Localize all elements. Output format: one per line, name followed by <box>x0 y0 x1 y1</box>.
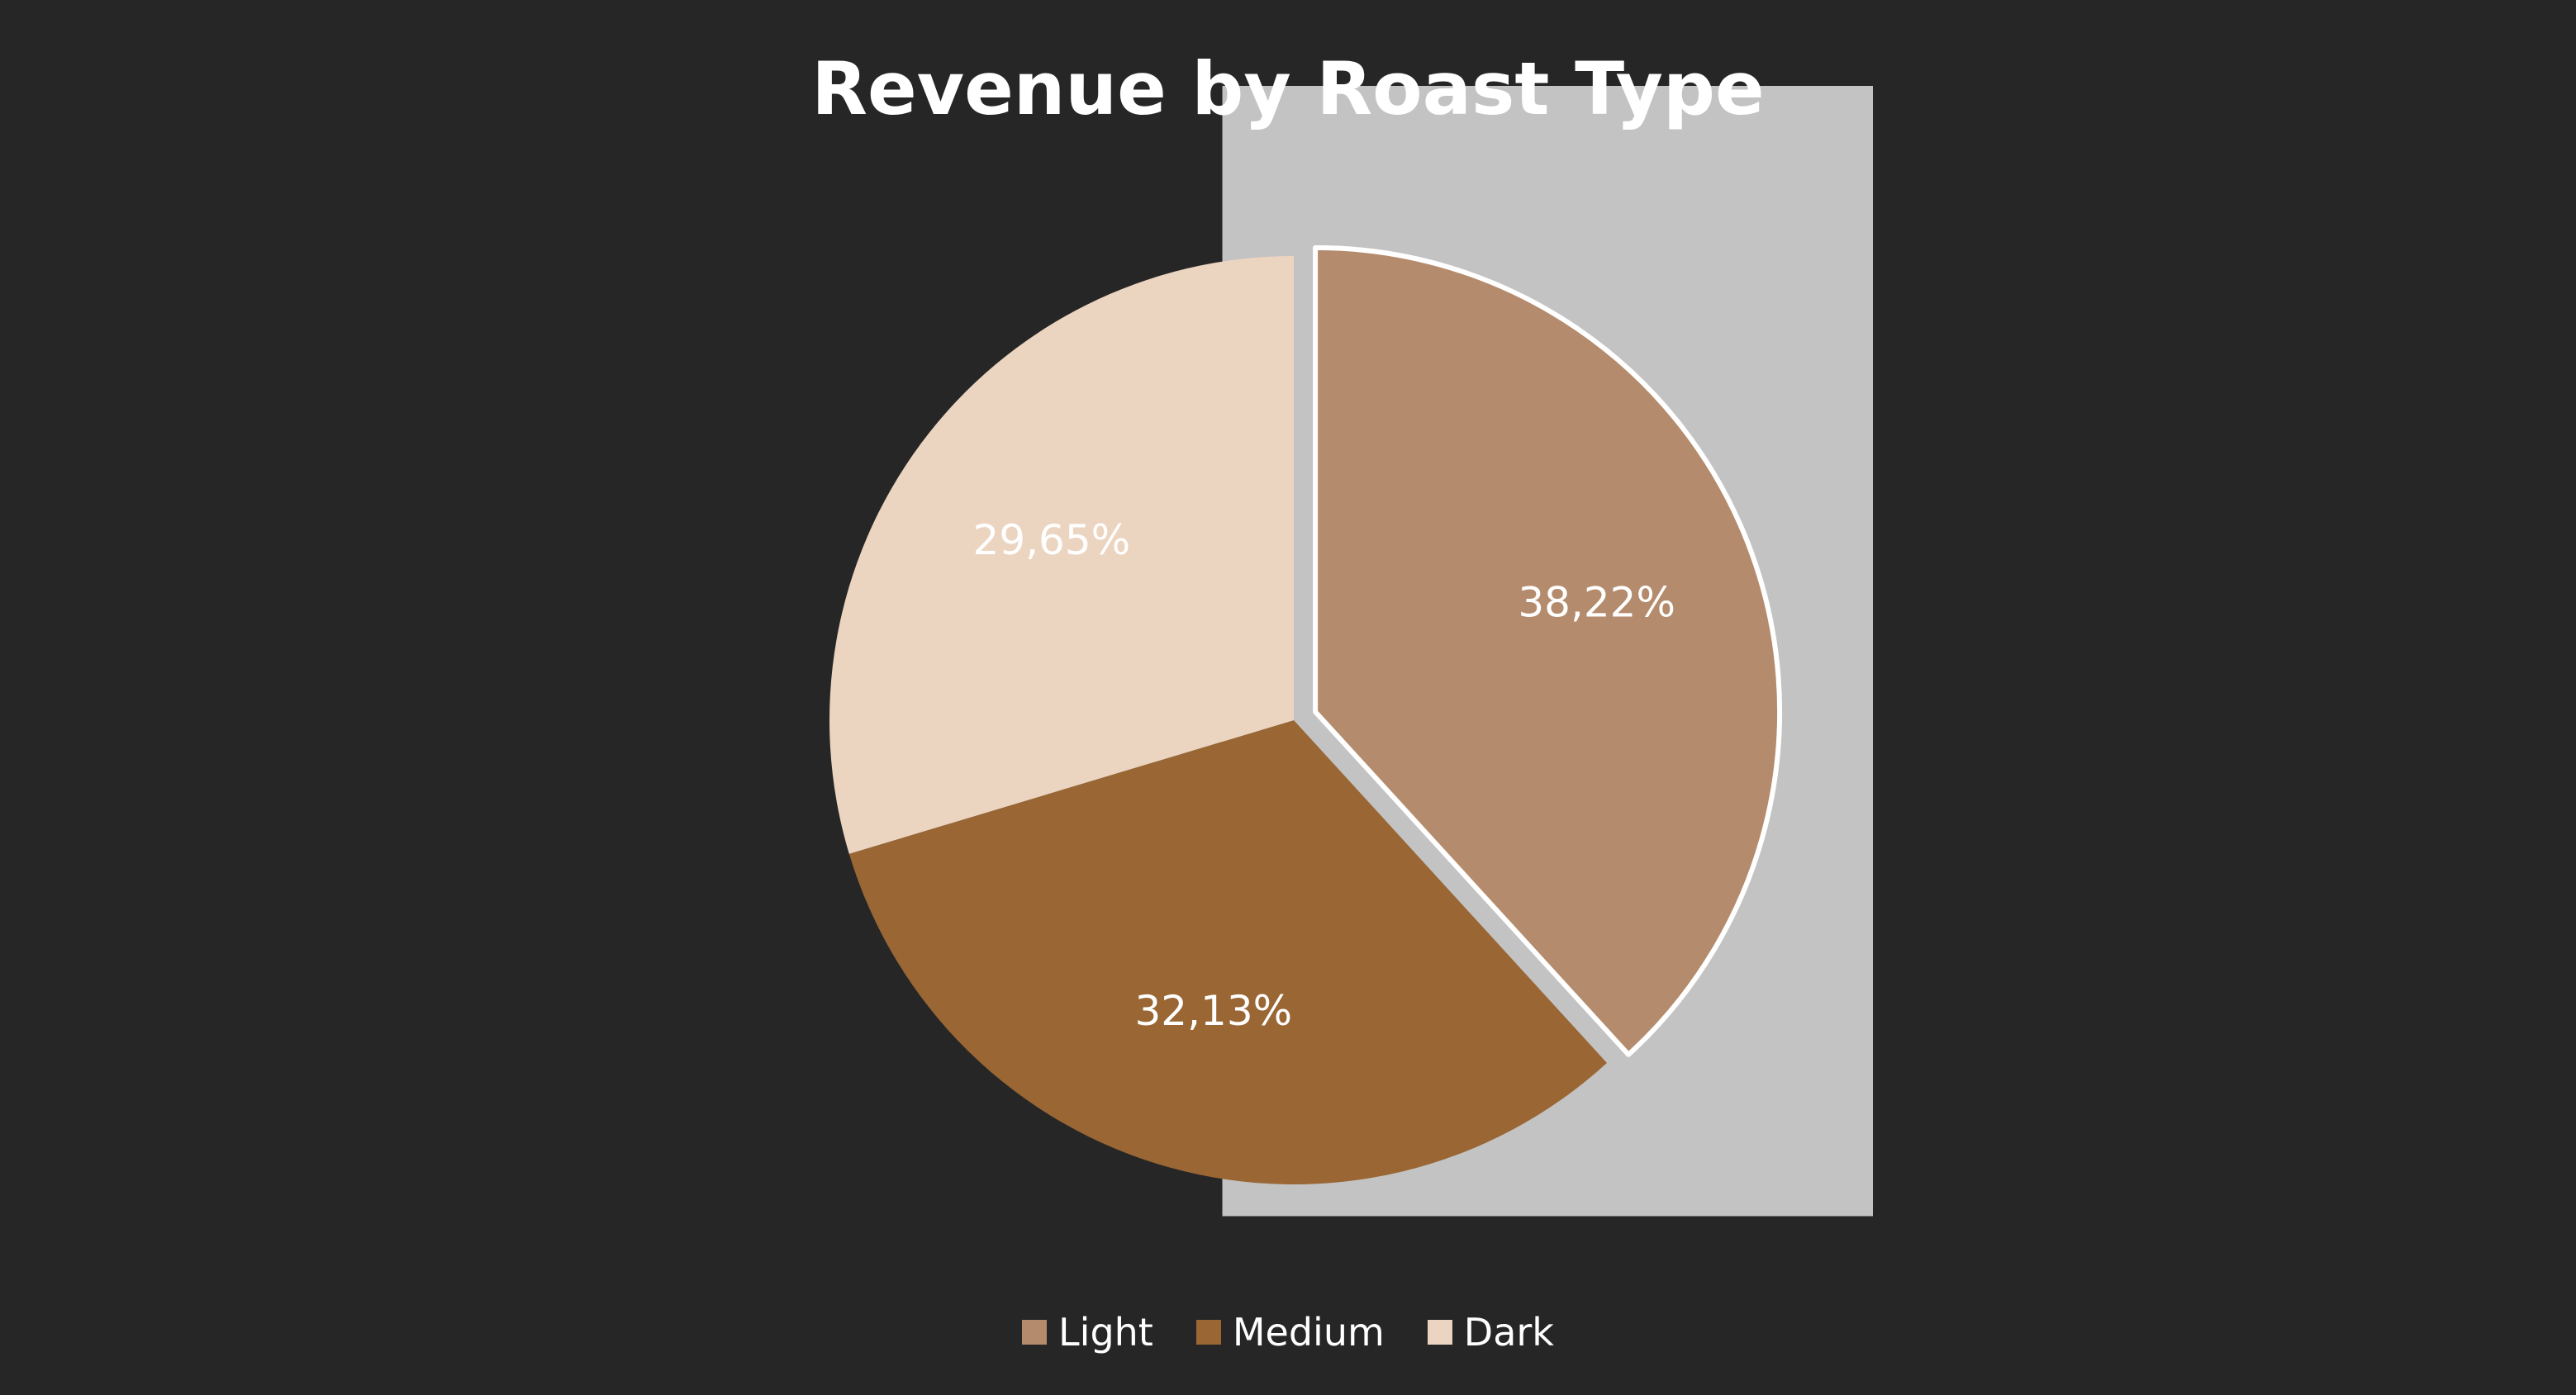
pie-slice-light[interactable] <box>1313 244 1783 1057</box>
legend-item-dark[interactable]: Dark <box>1427 1303 1554 1361</box>
legend-label-dark: Dark <box>1463 1310 1554 1355</box>
data-label-medium: 32,13% <box>1135 987 1293 1035</box>
legend-swatch-medium <box>1195 1320 1221 1345</box>
legend-swatch-dark <box>1427 1320 1452 1345</box>
pie-slice-medium[interactable] <box>848 720 1608 1184</box>
legend-label-medium: Medium <box>1232 1310 1385 1355</box>
pie-slice-dark[interactable] <box>829 256 1294 854</box>
chart-title: Revenue by Roast Type <box>811 46 1765 131</box>
legend-item-light[interactable]: Light <box>1022 1303 1153 1361</box>
data-label-light: 38,22% <box>1518 579 1675 627</box>
legend-swatch-light <box>1022 1320 1048 1345</box>
legend-label-light: Light <box>1058 1310 1153 1355</box>
legend-item-medium[interactable]: Medium <box>1195 1303 1385 1361</box>
chart-legend: Light Medium Dark <box>0 1303 2576 1361</box>
data-label-dark: 29,65% <box>973 516 1131 564</box>
